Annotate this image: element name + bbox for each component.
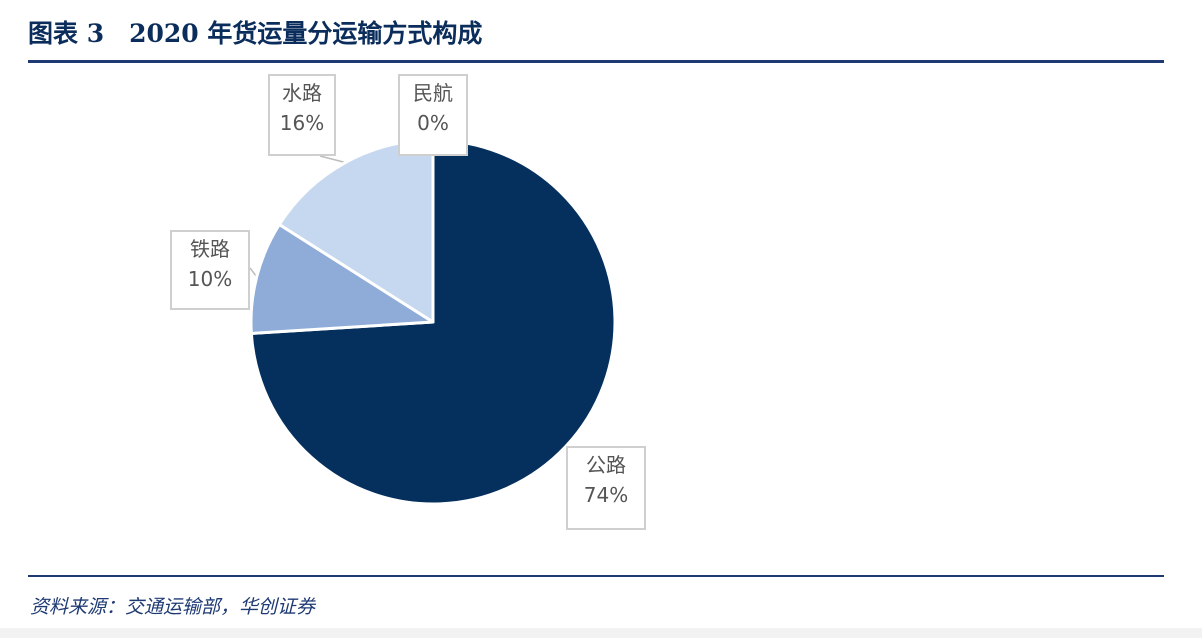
- pie-slice-rail: [249, 222, 435, 335]
- slice-label-air: 民航 0%: [398, 74, 468, 156]
- slice-label-rail: 铁路 10%: [170, 230, 250, 310]
- slice-label-air-name: 民航: [413, 81, 453, 105]
- page-bottom-band: [0, 628, 1202, 638]
- bottom-divider: [28, 575, 1164, 577]
- pie-slices: [249, 138, 617, 506]
- leader-line-water: [319, 155, 346, 164]
- slice-label-water: 水路 16%: [268, 74, 336, 156]
- slice-label-road-value: 74%: [583, 483, 629, 507]
- source-note: 资料来源：交通运输部，华创证券: [30, 596, 316, 618]
- slice-label-road-name: 公路: [586, 453, 626, 477]
- slice-label-road: 公路 74%: [566, 446, 646, 530]
- slice-label-rail-name: 铁路: [190, 237, 230, 261]
- slice-label-air-value: 0%: [417, 111, 449, 135]
- top-divider: [28, 60, 1164, 63]
- slice-label-water-name: 水路: [282, 81, 322, 105]
- slice-label-rail-value: 10%: [187, 267, 233, 291]
- slice-label-water-value: 16%: [279, 111, 325, 135]
- chart-title: 图表 3 2020 年货运量分运输方式构成: [28, 19, 483, 48]
